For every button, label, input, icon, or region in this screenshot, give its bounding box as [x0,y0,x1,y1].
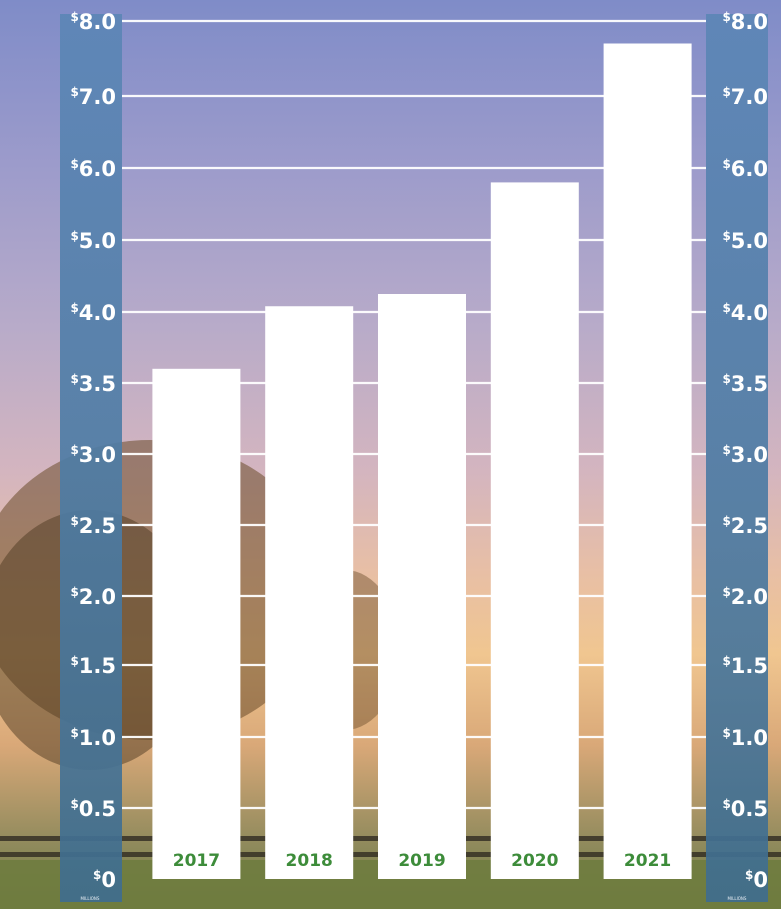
right-tick-label: $1.5 [722,654,768,678]
left-tick-label: $6.0 [70,157,116,181]
left-tick-label: $0.5 [70,797,116,821]
right-tick-label: $5.0 [722,229,768,253]
right-tick-label: $3.5 [722,372,768,396]
left-tick-label: $2.0 [70,585,116,609]
right-tick-label: $6.0 [722,157,768,181]
left-tick-label: $7.0 [70,85,116,109]
bar-2018 [265,306,354,879]
left-tick-label: $5.0 [70,229,116,253]
bar-2019 [378,294,466,879]
left-tick-label: $4.0 [70,301,116,325]
left-tick-label: $1.0 [70,726,116,750]
right-tick-label: $0 [745,868,768,892]
right-tick-label: $2.0 [722,585,768,609]
right-unit-label: MILLIONS [728,896,747,901]
right-tick-label: $7.0 [722,85,768,109]
right-tick-label: $3.0 [722,443,768,467]
category-label: 2018 [286,851,333,871]
bar-2021 [603,43,692,879]
left-axis-band [60,14,122,902]
category-label: 2017 [173,851,220,871]
category-label: 2019 [398,851,445,871]
bar-2020 [490,182,579,879]
category-label: 2020 [511,851,558,871]
left-tick-label: $3.0 [70,443,116,467]
left-tick-label: $3.5 [70,372,116,396]
right-tick-label: $8.0 [722,10,768,34]
right-tick-label: $2.5 [722,514,768,538]
right-axis-band [706,14,768,902]
left-tick-label: $2.5 [70,514,116,538]
right-tick-label: $4.0 [722,301,768,325]
left-tick-label: $1.5 [70,654,116,678]
left-tick-label: $8.0 [70,10,116,34]
right-tick-label: $1.0 [722,726,768,750]
left-unit-label: MILLIONS [81,896,100,901]
bar-2017 [152,368,241,879]
right-tick-label: $0.5 [722,797,768,821]
left-tick-label: $0 [93,868,116,892]
category-label: 2021 [624,851,671,871]
